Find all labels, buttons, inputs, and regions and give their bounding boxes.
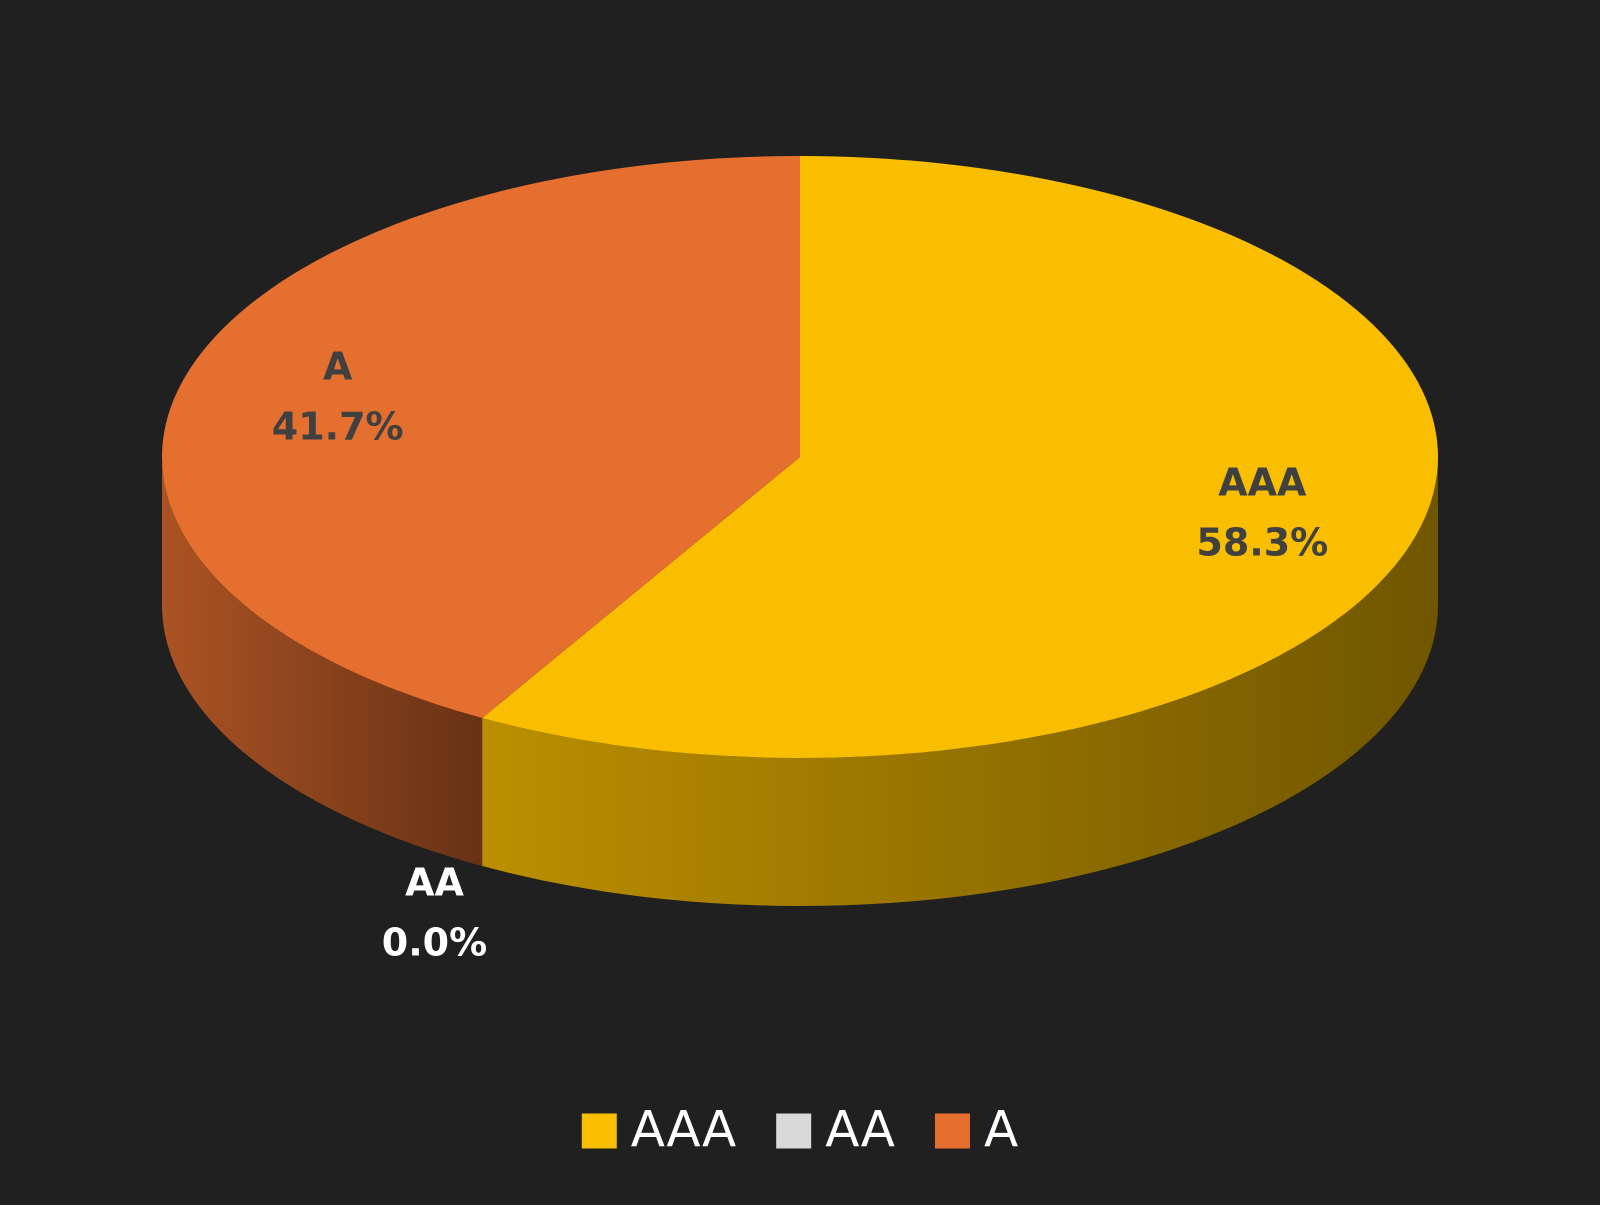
slice-side xyxy=(162,457,483,866)
legend-swatch xyxy=(776,1113,812,1149)
slice-side xyxy=(482,457,1438,906)
data-label-category: AA xyxy=(405,861,464,905)
legend-swatch xyxy=(935,1113,970,1149)
slice xyxy=(162,156,801,718)
slice xyxy=(482,156,1438,759)
legend-swatch xyxy=(581,1113,617,1149)
legend-label: AA xyxy=(825,1101,895,1159)
data-label-value: 0.0% xyxy=(382,921,487,965)
data-label-value: 58.3% xyxy=(1196,521,1328,565)
data-label-category: AAA xyxy=(1218,461,1307,505)
legend-label: AAA xyxy=(631,1101,736,1159)
data-label-value: 41.7% xyxy=(272,404,404,448)
data-label-category: A xyxy=(323,344,353,388)
legend-label: A xyxy=(984,1101,1018,1159)
